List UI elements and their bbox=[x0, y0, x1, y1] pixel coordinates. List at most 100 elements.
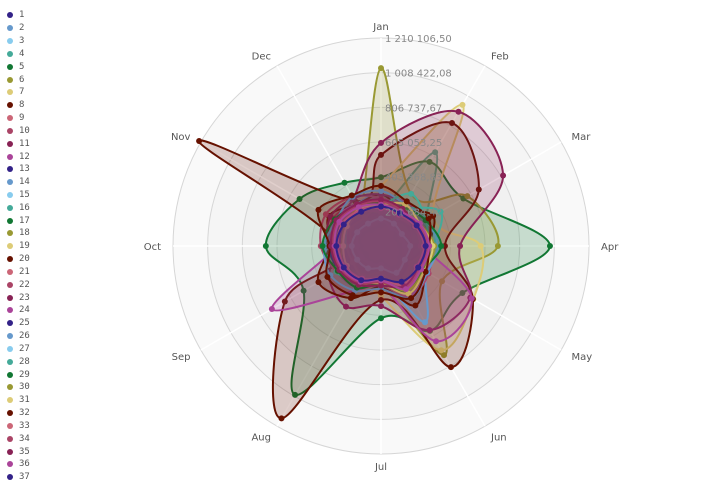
data-point[interactable] bbox=[378, 151, 384, 158]
data-point[interactable] bbox=[343, 303, 350, 310]
data-point[interactable] bbox=[363, 251, 370, 258]
data-point[interactable] bbox=[408, 190, 415, 197]
legend-item[interactable]: 12 bbox=[4, 150, 30, 163]
data-point[interactable] bbox=[422, 243, 429, 249]
data-point[interactable] bbox=[324, 273, 331, 280]
data-point[interactable] bbox=[268, 305, 275, 312]
legend-item[interactable]: 34 bbox=[4, 432, 30, 445]
legend-item[interactable]: 9 bbox=[4, 112, 30, 125]
data-point[interactable] bbox=[336, 218, 343, 225]
data-point[interactable] bbox=[494, 243, 501, 249]
data-point[interactable] bbox=[477, 243, 484, 249]
data-point[interactable] bbox=[426, 327, 433, 334]
data-point[interactable] bbox=[378, 203, 384, 210]
legend-item[interactable]: 6 bbox=[4, 73, 30, 86]
data-point[interactable] bbox=[292, 391, 299, 398]
data-point[interactable] bbox=[349, 292, 356, 299]
data-point[interactable] bbox=[378, 65, 384, 72]
data-point[interactable] bbox=[396, 243, 403, 249]
data-point[interactable] bbox=[396, 210, 403, 217]
legend-item[interactable]: 1 bbox=[4, 9, 30, 22]
data-point[interactable] bbox=[390, 220, 397, 227]
data-point[interactable] bbox=[340, 221, 347, 228]
data-point[interactable] bbox=[432, 149, 439, 156]
data-point[interactable] bbox=[341, 179, 348, 186]
legend-item[interactable]: 35 bbox=[4, 445, 30, 458]
data-point[interactable] bbox=[468, 295, 475, 302]
legend-item[interactable]: 26 bbox=[4, 330, 30, 343]
data-point[interactable] bbox=[475, 186, 482, 193]
legend-item[interactable]: 36 bbox=[4, 458, 30, 471]
data-point[interactable] bbox=[425, 215, 432, 222]
series-27[interactable] bbox=[348, 215, 414, 276]
legend-item[interactable]: 16 bbox=[4, 201, 30, 214]
data-point[interactable] bbox=[378, 265, 384, 272]
data-point[interactable] bbox=[367, 260, 374, 267]
data-point[interactable] bbox=[422, 268, 429, 275]
data-point[interactable] bbox=[378, 215, 384, 222]
legend-item[interactable]: 24 bbox=[4, 304, 30, 317]
data-point[interactable] bbox=[457, 243, 464, 249]
legend-item[interactable]: 30 bbox=[4, 381, 30, 394]
data-point[interactable] bbox=[437, 208, 444, 215]
legend-item[interactable]: 29 bbox=[4, 368, 30, 381]
data-point[interactable] bbox=[546, 243, 553, 249]
data-point[interactable] bbox=[361, 214, 368, 221]
data-point[interactable] bbox=[402, 286, 409, 293]
legend-item[interactable]: 33 bbox=[4, 420, 30, 433]
legend-item[interactable]: 37 bbox=[4, 471, 30, 484]
data-point[interactable] bbox=[300, 287, 307, 294]
data-point[interactable] bbox=[401, 256, 408, 263]
data-point[interactable] bbox=[433, 338, 440, 345]
data-point[interactable] bbox=[398, 278, 405, 285]
data-point[interactable] bbox=[378, 303, 384, 310]
data-point[interactable] bbox=[388, 225, 395, 232]
data-point[interactable] bbox=[402, 243, 409, 249]
legend-item[interactable]: 15 bbox=[4, 189, 30, 202]
legend-item[interactable]: 11 bbox=[4, 137, 30, 150]
data-point[interactable] bbox=[430, 212, 437, 219]
data-point[interactable] bbox=[327, 213, 334, 220]
legend-item[interactable]: 23 bbox=[4, 291, 30, 304]
data-point[interactable] bbox=[407, 260, 414, 267]
legend-item[interactable]: 21 bbox=[4, 266, 30, 279]
legend-item[interactable]: 7 bbox=[4, 86, 30, 99]
data-point[interactable] bbox=[348, 243, 355, 249]
series-37[interactable] bbox=[333, 203, 429, 285]
legend-item[interactable]: 28 bbox=[4, 355, 30, 368]
data-point[interactable] bbox=[407, 243, 414, 249]
data-point[interactable] bbox=[393, 269, 400, 276]
data-point[interactable] bbox=[426, 158, 433, 165]
data-point[interactable] bbox=[358, 208, 365, 215]
legend-item[interactable]: 31 bbox=[4, 394, 30, 407]
legend-item[interactable]: 2 bbox=[4, 22, 30, 35]
legend-item[interactable]: 27 bbox=[4, 343, 30, 356]
data-point[interactable] bbox=[415, 264, 422, 271]
data-point[interactable] bbox=[447, 364, 454, 371]
data-point[interactable] bbox=[354, 256, 361, 263]
data-point[interactable] bbox=[378, 187, 384, 194]
data-point[interactable] bbox=[378, 182, 384, 189]
data-point[interactable] bbox=[340, 243, 347, 249]
legend-item[interactable]: 13 bbox=[4, 163, 30, 176]
data-point[interactable] bbox=[340, 264, 347, 271]
data-point[interactable] bbox=[448, 120, 455, 127]
data-point[interactable] bbox=[459, 290, 466, 297]
data-point[interactable] bbox=[408, 295, 415, 302]
legend-item[interactable]: 10 bbox=[4, 124, 30, 137]
legend-item[interactable]: 4 bbox=[4, 47, 30, 60]
data-point[interactable] bbox=[378, 174, 384, 181]
legend-item[interactable]: 22 bbox=[4, 278, 30, 291]
data-point[interactable] bbox=[464, 193, 471, 200]
data-point[interactable] bbox=[365, 220, 372, 227]
data-point[interactable] bbox=[403, 198, 410, 205]
legend-item[interactable]: 18 bbox=[4, 227, 30, 240]
data-point[interactable] bbox=[315, 279, 322, 286]
legend-item[interactable]: 20 bbox=[4, 253, 30, 266]
data-point[interactable] bbox=[296, 195, 303, 202]
legend-item[interactable]: 19 bbox=[4, 240, 30, 253]
data-point[interactable] bbox=[353, 243, 360, 249]
data-point[interactable] bbox=[378, 196, 384, 203]
data-point[interactable] bbox=[365, 265, 372, 272]
legend-item[interactable]: 14 bbox=[4, 176, 30, 189]
